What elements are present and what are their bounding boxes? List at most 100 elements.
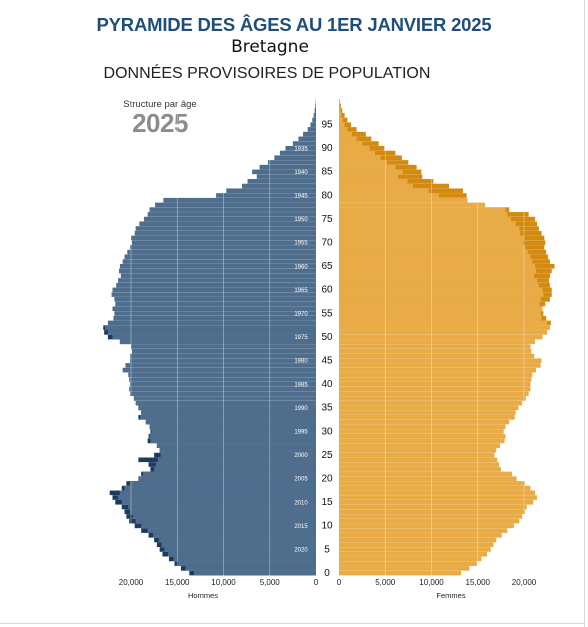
x-tick-women-0: 0 bbox=[337, 578, 342, 587]
men-bar-age-23 bbox=[155, 462, 316, 467]
men-bar-age-14 bbox=[128, 504, 316, 510]
men-bar-age-51 bbox=[107, 330, 316, 335]
age-label-75: 75 bbox=[321, 214, 333, 225]
x-axis-title-men: Hommes bbox=[188, 591, 218, 600]
women-bar-age-23 bbox=[339, 462, 500, 467]
women-bar-age-47 bbox=[339, 348, 532, 354]
men-bar-age-64 bbox=[118, 268, 316, 274]
women-bar-age-8 bbox=[339, 533, 502, 538]
men-bar-age-84 bbox=[256, 174, 316, 179]
women-bar-age-98-excess bbox=[339, 108, 343, 113]
region-name: Bretagne bbox=[231, 37, 309, 57]
women-bar-age-99-excess bbox=[339, 103, 341, 109]
age-label-65: 65 bbox=[321, 261, 333, 272]
women-bar-age-80 bbox=[339, 193, 439, 198]
men-bar-age-78 bbox=[155, 202, 316, 208]
birth-year-label-1965: 1965 bbox=[294, 288, 308, 294]
chart-title: PYRAMIDE DES ÂGES AU 1ER JANVIER 2025 bbox=[96, 14, 492, 35]
men-bar-age-96 bbox=[312, 117, 316, 123]
women-bar-age-96-excess bbox=[339, 117, 348, 123]
age-label-5: 5 bbox=[324, 544, 330, 555]
women-bar-age-35 bbox=[339, 405, 519, 411]
women-bar-age-61 bbox=[339, 282, 539, 288]
men-bar-age-32 bbox=[145, 419, 316, 425]
women-bar-age-70 bbox=[339, 240, 524, 245]
women-bar-age-87 bbox=[339, 160, 388, 165]
men-bar-age-46 bbox=[130, 353, 316, 359]
men-bar-age-2 bbox=[178, 561, 316, 566]
women-bar-age-37 bbox=[339, 396, 526, 401]
men-bar-age-76 bbox=[147, 212, 316, 217]
women-bar-age-45 bbox=[339, 358, 542, 363]
women-bar-age-91 bbox=[339, 141, 363, 146]
women-bar-age-10 bbox=[339, 523, 514, 529]
age-label-90: 90 bbox=[321, 143, 333, 154]
age-label-55: 55 bbox=[321, 308, 333, 319]
men-bar-age-57 bbox=[115, 301, 317, 307]
men-bar-age-56 bbox=[112, 306, 316, 312]
women-bar-age-93-excess bbox=[339, 131, 366, 137]
men-bar-age-86 bbox=[259, 164, 316, 170]
men-bar-age-65 bbox=[119, 263, 317, 269]
women-bar-age-20 bbox=[339, 476, 517, 481]
men-bar-age-99 bbox=[315, 103, 316, 109]
men-bar-age-39 bbox=[129, 386, 316, 392]
women-bar-age-0 bbox=[339, 570, 462, 576]
birth-year-label-1955: 1955 bbox=[294, 241, 308, 247]
women-bar-age-57 bbox=[339, 301, 540, 307]
x-tick-women-10000: 10,000 bbox=[419, 578, 444, 587]
women-bar-age-13 bbox=[339, 509, 525, 515]
men-bar-age-81 bbox=[226, 188, 316, 194]
men-bar-age-47 bbox=[131, 348, 316, 354]
women-bar-age-100-excess bbox=[339, 98, 340, 104]
x-axis-title-women: Femmes bbox=[436, 591, 465, 600]
men-bar-age-49 bbox=[119, 339, 317, 345]
men-bar-age-79 bbox=[163, 197, 316, 203]
men-bar-age-95 bbox=[310, 122, 316, 127]
men-bar-age-21 bbox=[143, 471, 316, 477]
men-bar-age-45 bbox=[130, 358, 316, 363]
women-bar-age-43 bbox=[339, 367, 537, 373]
age-label-30: 30 bbox=[321, 426, 333, 437]
men-bar-age-91 bbox=[292, 141, 316, 146]
birth-year-label-1970: 1970 bbox=[294, 311, 308, 317]
women-bar-age-36 bbox=[339, 400, 523, 406]
x-tick-labels: 0 0 5,000 5,000 10,000 10,000 15,000 15,000 20,0… bbox=[119, 578, 537, 587]
men-bar-age-83 bbox=[247, 179, 316, 184]
women-bar-age-25 bbox=[339, 452, 495, 458]
x-tick-men-0: 0 bbox=[314, 578, 319, 587]
women-bar-age-38 bbox=[339, 391, 529, 397]
women-bar-age-84 bbox=[339, 174, 399, 179]
men-bar-age-28 bbox=[150, 438, 316, 444]
birth-year-label-2020: 2020 bbox=[294, 547, 308, 553]
birth-year-label-1975: 1975 bbox=[294, 335, 308, 341]
women-bar-age-32 bbox=[339, 419, 510, 425]
women-bar-age-16 bbox=[339, 495, 537, 500]
men-bar-age-19 bbox=[130, 481, 316, 486]
men-bar-age-68 bbox=[127, 249, 316, 255]
women-bar-age-82 bbox=[339, 183, 413, 189]
men-bar-age-42 bbox=[128, 372, 316, 378]
age-label-35: 35 bbox=[321, 403, 333, 414]
women-bar-age-97 bbox=[339, 112, 342, 118]
men-bar-age-70 bbox=[131, 240, 316, 245]
men-bars bbox=[103, 98, 317, 576]
birth-year-label-1995: 1995 bbox=[294, 429, 308, 435]
women-bars bbox=[339, 98, 555, 576]
women-bar-age-68 bbox=[339, 249, 528, 255]
women-bar-age-98 bbox=[339, 108, 341, 113]
women-bar-age-54 bbox=[339, 315, 542, 321]
men-bar-age-30 bbox=[151, 429, 316, 434]
women-bar-age-49 bbox=[339, 339, 536, 345]
women-bar-age-69 bbox=[339, 245, 525, 250]
men-bar-age-93 bbox=[303, 131, 316, 137]
men-bar-age-29 bbox=[149, 433, 316, 439]
gridlines bbox=[130, 100, 525, 576]
women-bar-age-41 bbox=[339, 377, 532, 382]
women-bar-age-2 bbox=[339, 561, 477, 566]
men-bar-age-13 bbox=[130, 509, 316, 515]
x-tick-women-5000: 5,000 bbox=[375, 578, 396, 587]
women-bar-age-96 bbox=[339, 117, 343, 123]
men-bar-age-63 bbox=[120, 273, 316, 279]
age-label-0: 0 bbox=[324, 568, 330, 579]
